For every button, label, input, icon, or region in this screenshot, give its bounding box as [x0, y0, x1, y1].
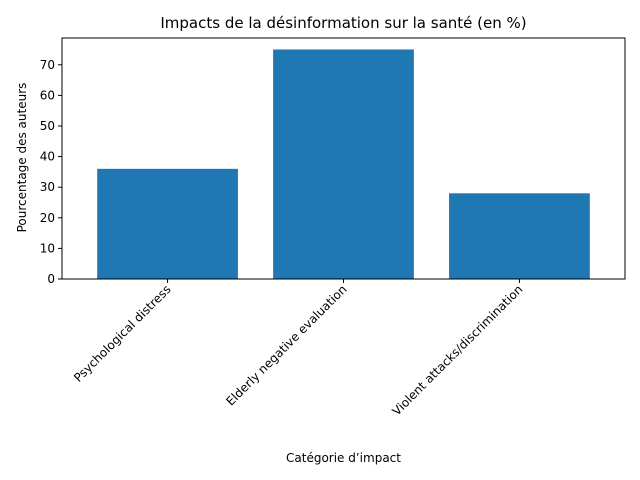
y-tick-label: 30: [40, 180, 55, 194]
y-tick-label: 20: [40, 211, 55, 225]
y-axis-label: Pourcentage des auteurs: [15, 83, 29, 233]
y-tick-label: 0: [47, 272, 55, 286]
y-tick-label: 50: [40, 119, 55, 133]
x-tick-label: Psychological distress: [71, 282, 174, 385]
bar-1: [97, 168, 238, 279]
y-tick-label: 10: [40, 241, 55, 255]
bar-3: [449, 193, 590, 279]
bar-2: [273, 49, 414, 279]
y-tick-label: 60: [40, 88, 55, 102]
y-tick-label: 40: [40, 150, 55, 164]
x-tick-label: Violent attacks/discrimination: [389, 282, 525, 418]
x-axis-label: Catégorie d’impact: [286, 451, 401, 465]
chart-title: Impacts de la désinformation sur la sant…: [160, 14, 526, 32]
x-tick-label: Elderly negative evaluation: [223, 282, 349, 408]
y-tick-label: 70: [40, 58, 55, 72]
plot-area: 0 10 20 30 40 50 60 70 Psychological distress Eld…: [40, 37, 626, 418]
